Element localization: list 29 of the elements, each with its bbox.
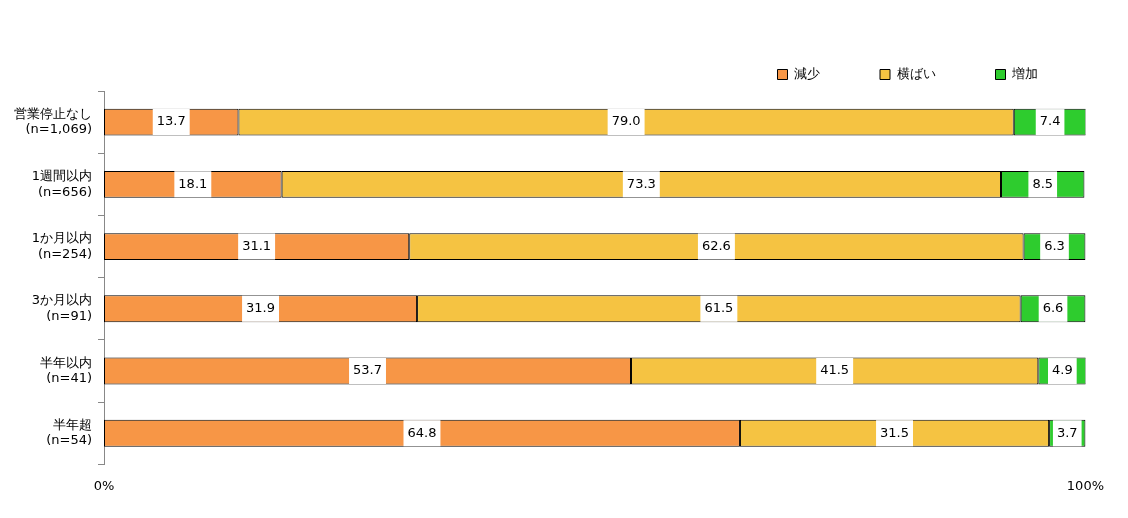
x-tick-label: 100% xyxy=(1066,477,1104,493)
data-label: 6.3 xyxy=(1044,237,1065,253)
data-label: 64.8 xyxy=(407,424,437,440)
data-label: 4.9 xyxy=(1052,362,1073,378)
data-label: 3.7 xyxy=(1056,424,1078,440)
legend-label: 減少 xyxy=(794,65,820,81)
legend-label: 横ばい xyxy=(896,65,936,81)
y-tick-label: 半年以内 (n=41) xyxy=(40,354,92,386)
data-label: 62.6 xyxy=(701,237,731,253)
data-label: 79.0 xyxy=(611,113,641,129)
data-label: 73.3 xyxy=(626,175,656,191)
data-label: 53.7 xyxy=(353,362,382,378)
data-label: 61.5 xyxy=(704,300,734,316)
y-tick-label: 1週間以内 (n=656) xyxy=(31,167,92,199)
data-label: 13.7 xyxy=(156,113,186,129)
y-tick-label: 営業停止なし (n=1,069) xyxy=(14,105,92,137)
data-label: 6.6 xyxy=(1042,300,1064,316)
y-tick-label: 半年超 (n=54) xyxy=(46,416,92,448)
data-label: 31.1 xyxy=(242,237,272,253)
y-tick-label: 1か月以内 (n=254) xyxy=(31,230,92,261)
data-label: 41.5 xyxy=(820,362,850,378)
data-label: 31.5 xyxy=(880,424,910,440)
data-label: 18.1 xyxy=(178,175,208,191)
y-tick-label: 3か月以内 (n=91) xyxy=(31,292,92,323)
data-label: 31.9 xyxy=(246,300,276,316)
x-tick-label: 0% xyxy=(93,477,115,493)
data-label: 7.4 xyxy=(1039,113,1061,129)
legend-label: 増加 xyxy=(1011,65,1038,81)
data-label: 8.5 xyxy=(1032,175,1054,191)
